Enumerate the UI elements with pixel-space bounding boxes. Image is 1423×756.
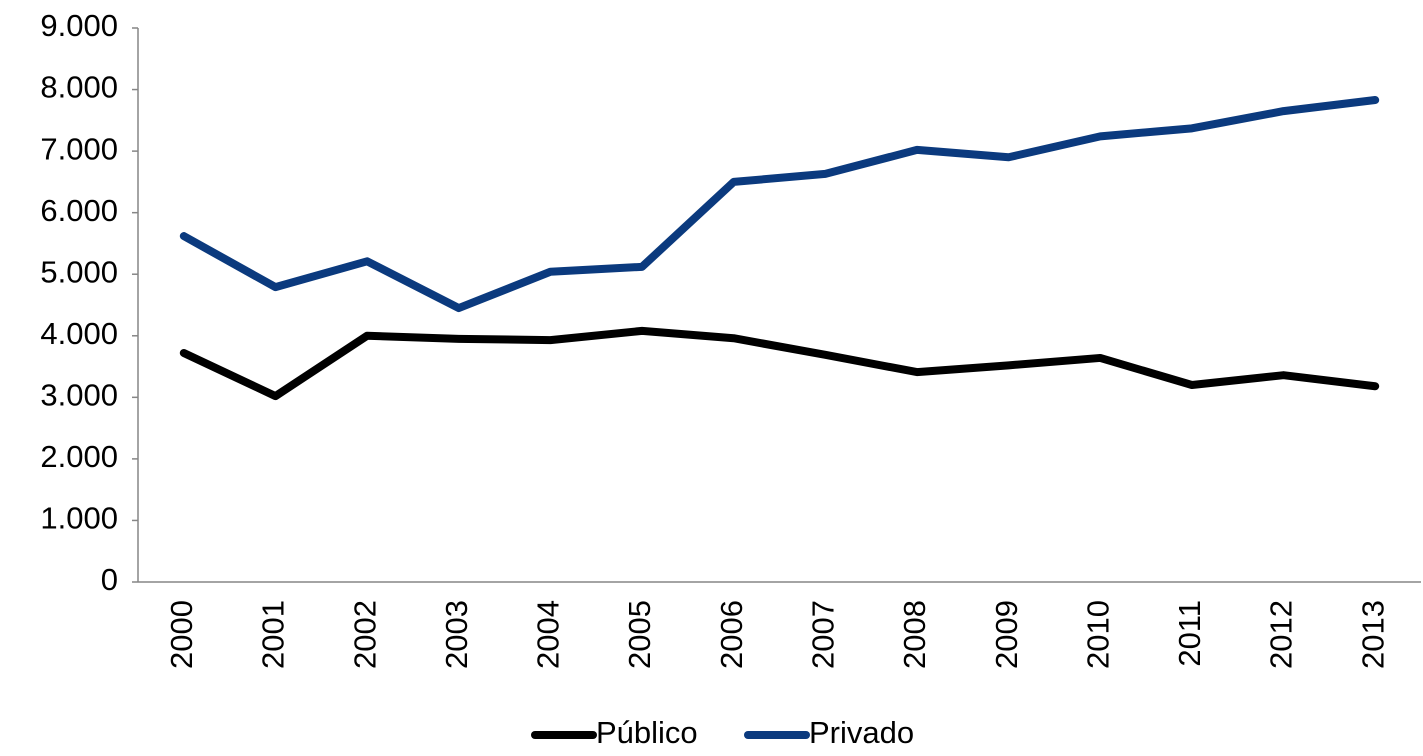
legend-label: Privado [809, 715, 914, 750]
legend-label: Público [596, 715, 698, 750]
y-tick-label: 2.000 [40, 439, 118, 474]
series-line [179, 96, 1380, 313]
series-line [179, 326, 1380, 401]
x-tick-label: 2012 [1264, 600, 1299, 669]
y-tick-label: 6.000 [40, 193, 118, 228]
x-tick-label: 2008 [897, 600, 932, 669]
y-tick-label: 4.000 [40, 316, 118, 351]
x-tick-label: 2004 [531, 600, 566, 669]
x-tick-label: 2009 [989, 600, 1024, 669]
x-tick-label: 2001 [256, 600, 291, 669]
y-tick-label: 7.000 [40, 131, 118, 166]
x-tick-label: 2005 [622, 600, 657, 669]
y-tick-label: 0 [101, 562, 118, 597]
x-tick-label: 2007 [806, 600, 841, 669]
x-tick-label: 2003 [439, 600, 474, 669]
x-tick-label: 2011 [1172, 600, 1207, 667]
x-tick-label: 2000 [164, 600, 199, 669]
x-tick-label: 2010 [1080, 600, 1115, 669]
y-tick-label: 9.000 [40, 8, 118, 43]
x-tick-label: 2006 [714, 600, 749, 669]
y-tick-label: 5.000 [40, 254, 118, 289]
y-tick-label: 8.000 [40, 70, 118, 105]
x-tick-label: 2013 [1355, 600, 1390, 669]
y-tick-label: 1.000 [40, 501, 118, 536]
y-tick-label: 3.000 [40, 378, 118, 413]
x-tick-label: 2002 [347, 600, 382, 669]
